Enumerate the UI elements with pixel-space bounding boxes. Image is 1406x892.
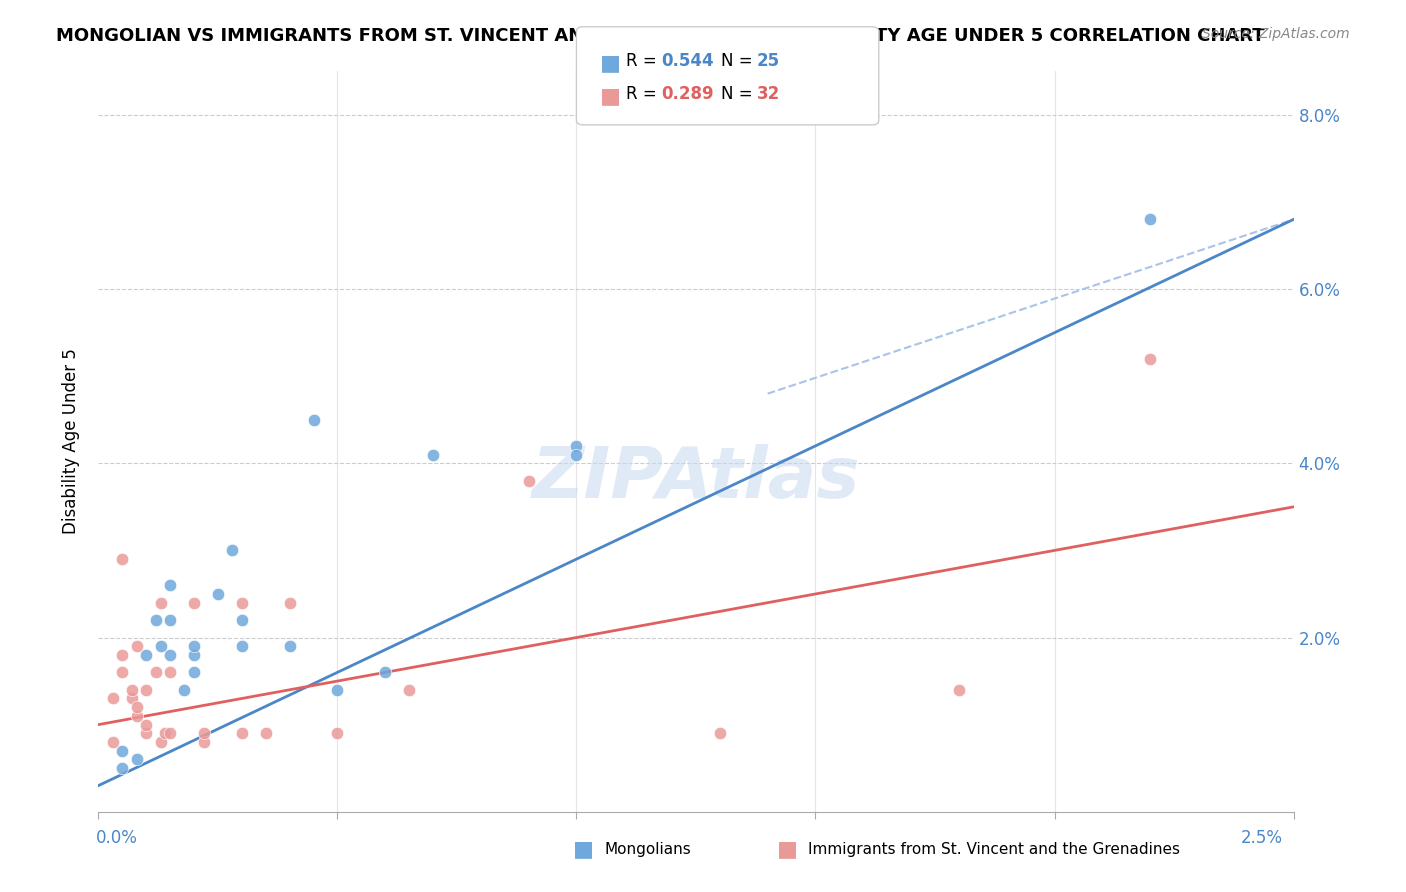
Point [135, 648, 157, 662]
Text: 0.0%: 0.0% [96, 829, 138, 847]
Text: 0.289: 0.289 [661, 85, 713, 103]
Point [517, 474, 540, 488]
Point [326, 682, 349, 697]
Text: 2.5%: 2.5% [1240, 829, 1282, 847]
Text: N =: N = [721, 85, 758, 103]
Point [155, 726, 177, 740]
Point [231, 726, 253, 740]
Point [135, 726, 157, 740]
Point [231, 596, 253, 610]
Text: N =: N = [721, 52, 758, 70]
Point [193, 726, 215, 740]
Text: R =: R = [626, 52, 662, 70]
Text: Immigrants from St. Vincent and the Grenadines: Immigrants from St. Vincent and the Gren… [808, 842, 1181, 856]
Point [125, 752, 148, 766]
Point [231, 639, 253, 653]
Point [121, 682, 143, 697]
Point [422, 448, 444, 462]
Text: ■: ■ [600, 54, 621, 73]
Point [302, 413, 325, 427]
Point [125, 709, 148, 723]
Text: 32: 32 [756, 85, 780, 103]
Point [221, 543, 243, 558]
Text: ZIPAtlas: ZIPAtlas [531, 444, 860, 513]
Point [709, 726, 731, 740]
Point [159, 665, 181, 680]
Point [254, 726, 277, 740]
Point [948, 682, 970, 697]
Point [183, 596, 205, 610]
Point [278, 596, 301, 610]
Point [145, 613, 167, 627]
Point [231, 613, 253, 627]
Point [111, 552, 134, 566]
Point [193, 735, 215, 749]
Point [101, 691, 124, 706]
Point [278, 639, 301, 653]
Point [374, 665, 396, 680]
Point [159, 648, 181, 662]
Point [125, 700, 148, 714]
Y-axis label: Disability Age Under 5: Disability Age Under 5 [62, 349, 80, 534]
Point [149, 639, 172, 653]
Point [398, 682, 420, 697]
Point [565, 439, 588, 453]
Text: ■: ■ [574, 839, 593, 859]
Point [1139, 351, 1161, 366]
Point [1139, 212, 1161, 227]
Point [173, 682, 195, 697]
Point [159, 613, 181, 627]
Point [121, 691, 143, 706]
Point [207, 587, 229, 601]
Point [135, 682, 157, 697]
Text: Source: ZipAtlas.com: Source: ZipAtlas.com [1202, 27, 1350, 41]
Text: ■: ■ [778, 839, 797, 859]
Point [159, 578, 181, 592]
Text: 0.544: 0.544 [661, 52, 713, 70]
Point [183, 665, 205, 680]
Text: ■: ■ [600, 87, 621, 106]
Point [183, 648, 205, 662]
Point [111, 761, 134, 775]
Text: 25: 25 [756, 52, 779, 70]
Point [183, 639, 205, 653]
Point [149, 735, 172, 749]
Point [111, 648, 134, 662]
Point [149, 596, 172, 610]
Point [125, 639, 148, 653]
Point [565, 448, 588, 462]
Point [145, 665, 167, 680]
Point [135, 717, 157, 731]
Point [111, 744, 134, 758]
Point [326, 726, 349, 740]
Point [111, 665, 134, 680]
Text: Mongolians: Mongolians [605, 842, 692, 856]
Point [159, 726, 181, 740]
Text: R =: R = [626, 85, 662, 103]
Text: MONGOLIAN VS IMMIGRANTS FROM ST. VINCENT AND THE GRENADINES DISABILITY AGE UNDER: MONGOLIAN VS IMMIGRANTS FROM ST. VINCENT… [56, 27, 1265, 45]
Point [101, 735, 124, 749]
